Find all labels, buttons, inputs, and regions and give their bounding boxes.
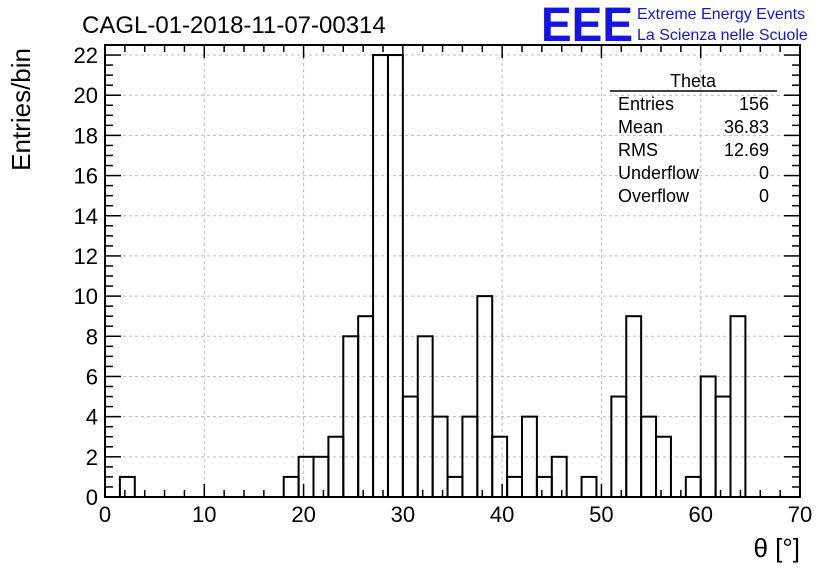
stats-row-value: 36.83 — [724, 117, 769, 137]
x-axis-label: θ [°] — [753, 533, 800, 563]
x-tick-label: 50 — [589, 502, 613, 527]
logo-mark: EEE — [541, 0, 633, 52]
histogram-bins — [118, 54, 747, 499]
grid — [105, 45, 800, 497]
stats-row-label: Mean — [618, 117, 663, 137]
chart-title: CAGL-01-2018-11-07-00314 — [82, 12, 386, 39]
stats-rows: Entries 156 Mean 36.83 RMS 12.69 Underflow 0 Ove… — [618, 94, 769, 206]
stats-row-label: Underflow — [618, 163, 700, 183]
y-tick-label: 8 — [86, 324, 98, 349]
axis-ticks — [104, 44, 801, 498]
stats-row-value: 0 — [759, 186, 769, 206]
y-tick-label: 2 — [86, 445, 98, 470]
x-tick-label: 30 — [391, 502, 415, 527]
stats-row-label: Overflow — [618, 186, 690, 206]
stats-row-value: 156 — [739, 94, 769, 114]
y-tick-label: 12 — [74, 244, 98, 269]
y-tick-label: 16 — [74, 164, 98, 189]
x-tick-label: 20 — [291, 502, 315, 527]
y-tick-label: 0 — [86, 485, 98, 510]
tick-labels: 0 10 20 30 40 50 60 70 0 2 4 6 8 10 12 14 16 18 20 22 — [74, 43, 813, 527]
logo-line1: Extreme Energy Events — [637, 6, 805, 23]
logo-line2: La Scienza nelle Scuole — [637, 27, 808, 44]
y-tick-label: 6 — [86, 364, 98, 389]
eee-logo: EEE Extreme Energy Events La Scienza nel… — [541, 0, 808, 52]
x-tick-label: 70 — [788, 502, 812, 527]
y-axis-label: Entries/bin — [6, 48, 36, 171]
stats-row-value: 12.69 — [724, 140, 769, 160]
stats-title: Theta — [670, 71, 717, 91]
x-tick-label: 40 — [490, 502, 514, 527]
plot-frame — [104, 44, 801, 498]
stats-row-label: Entries — [618, 94, 674, 114]
y-tick-label: 10 — [74, 284, 98, 309]
x-tick-label: 0 — [99, 502, 111, 527]
y-tick-label: 22 — [74, 43, 98, 68]
y-tick-label: 20 — [74, 83, 98, 108]
x-tick-label: 10 — [192, 502, 216, 527]
stats-row-label: RMS — [618, 140, 658, 160]
x-tick-label: 60 — [688, 502, 712, 527]
y-tick-label: 14 — [74, 204, 98, 229]
stats-box: Theta Entries 156 Mean 36.83 RMS 12.69 Underfl… — [610, 71, 777, 206]
y-tick-label: 18 — [74, 123, 98, 148]
stats-row-value: 0 — [759, 163, 769, 183]
y-tick-label: 4 — [86, 405, 98, 430]
plot-frame-border — [104, 44, 801, 498]
